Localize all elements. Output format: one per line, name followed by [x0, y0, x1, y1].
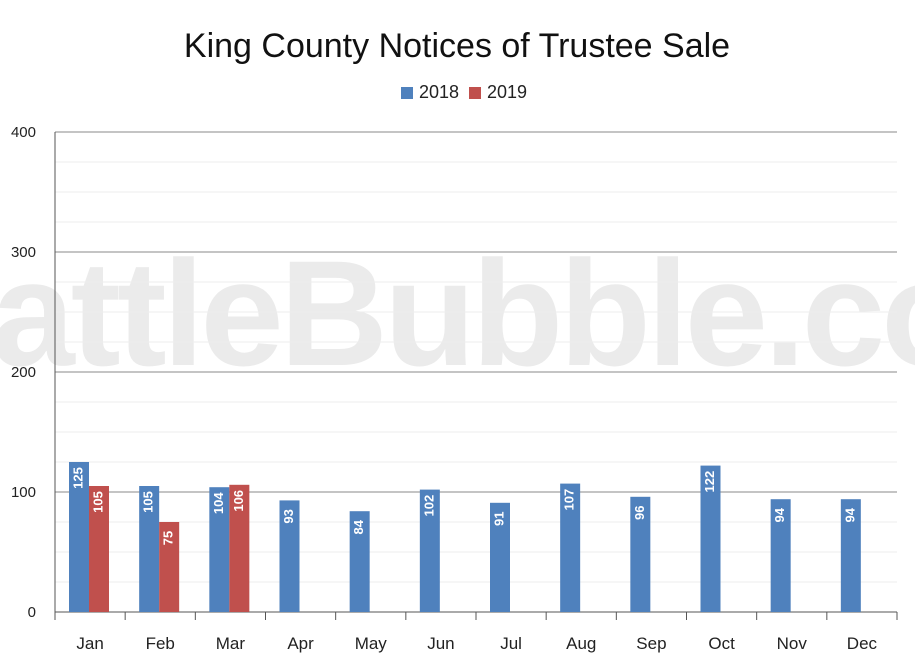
- legend-swatch-2019: [469, 87, 481, 99]
- x-tick-label: May: [355, 634, 388, 653]
- data-label: 125: [70, 467, 85, 489]
- x-tick-label: Mar: [216, 634, 246, 653]
- bar-2018-nov: [770, 499, 791, 612]
- bar-2018-aug: [560, 483, 581, 612]
- axes: 0 100 200 300 400 Jan Feb Mar Apr May Jun Jul Aug Sep…: [11, 124, 898, 653]
- x-tick-label: Oct: [708, 634, 735, 653]
- bars: [69, 462, 861, 612]
- bar-2018-dec: [840, 499, 861, 612]
- bar-2018-oct: [700, 465, 721, 612]
- bar-2018-may: [349, 511, 370, 612]
- legend-label-2018: 2018: [419, 82, 459, 102]
- data-labels: 125 105 104 93 84 102 91 107 96 122 94 94 105 75 106: [70, 467, 857, 545]
- data-label: 107: [562, 489, 577, 511]
- x-tick-label: Aug: [566, 634, 596, 653]
- y-tick-label: 0: [28, 604, 36, 621]
- watermark: SeattleBubble.com: [0, 229, 915, 397]
- legend-label-2019: 2019: [487, 82, 527, 102]
- x-tick-label: Jan: [76, 634, 103, 653]
- bar-2019-feb: [159, 522, 180, 612]
- gridlines: [55, 131, 897, 613]
- data-label: 104: [211, 492, 226, 514]
- x-tick-label: Jul: [500, 634, 522, 653]
- x-tick-label: Apr: [287, 634, 314, 653]
- data-label: 106: [231, 490, 246, 512]
- y-tick-label: 300: [11, 244, 36, 261]
- x-tick-label: Dec: [847, 634, 878, 653]
- data-label: 122: [702, 471, 717, 493]
- y-tick-label: 100: [11, 484, 36, 501]
- y-tick-label: 200: [11, 364, 36, 381]
- data-label: 96: [632, 506, 647, 520]
- data-label: 94: [842, 507, 857, 522]
- data-label: 94: [772, 507, 787, 522]
- bar-2019-mar: [229, 484, 250, 612]
- data-label: 75: [161, 531, 176, 545]
- x-tick-label: Jun: [427, 634, 454, 653]
- data-label: 102: [421, 495, 436, 517]
- data-label: 105: [141, 491, 156, 513]
- data-label: 105: [90, 491, 105, 513]
- legend-swatch-2018: [401, 87, 413, 99]
- legend: 2018 2019: [401, 82, 527, 102]
- chart-title: King County Notices of Trustee Sale: [184, 27, 730, 65]
- bar-2018-sep: [630, 496, 651, 612]
- data-label: 93: [281, 509, 296, 523]
- data-label: 84: [351, 519, 366, 534]
- y-tick-label: 400: [11, 124, 36, 141]
- bar-2018-mar: [209, 487, 230, 612]
- bar-2018-jun: [419, 489, 440, 612]
- x-tick-label: Sep: [636, 634, 666, 653]
- bar-2019-jan: [89, 486, 109, 612]
- x-tick-label: Nov: [777, 634, 808, 653]
- bar-2018-jan: [69, 462, 89, 612]
- bar-2018-jul: [490, 502, 510, 612]
- bar-2018-feb: [139, 486, 160, 612]
- x-tick-label: Feb: [146, 634, 175, 653]
- bar-2018-apr: [279, 500, 300, 612]
- data-label: 91: [491, 512, 506, 526]
